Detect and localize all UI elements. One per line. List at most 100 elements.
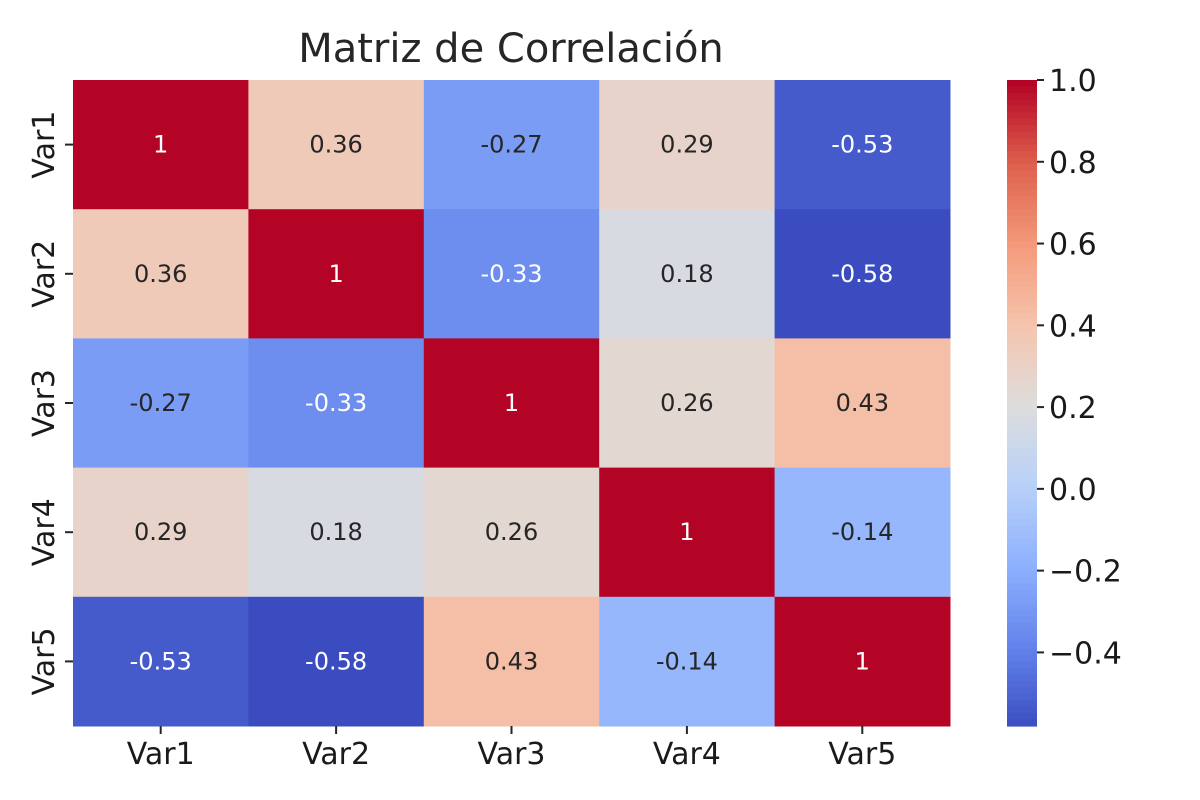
colorbar: 1.0 0.8 0.6 0.4 0.2 0.0 −0.2 −0.4 xyxy=(1007,64,1122,727)
cell-value-label: 0.26 xyxy=(660,389,713,417)
colorbar-segment xyxy=(1007,713,1037,721)
colorbar-segment xyxy=(1007,545,1037,553)
colorbar-segment xyxy=(1007,596,1037,604)
colorbar-segment xyxy=(1007,254,1037,262)
colorbar-segment xyxy=(1007,422,1037,430)
cell-value-label: 0.43 xyxy=(485,647,538,675)
y-axis: Var1 Var2 Var3 Var4 Var5 xyxy=(27,111,73,695)
colorbar-segment xyxy=(1007,706,1037,714)
heatmap-cell xyxy=(423,209,600,339)
colorbar-segment xyxy=(1007,538,1037,546)
colorbar-segment xyxy=(1007,570,1037,579)
colorbar-segment xyxy=(1007,273,1037,281)
cell-value-label: 0.18 xyxy=(309,518,362,546)
colorbar-segment xyxy=(1007,105,1037,113)
cell-value-label: 0.36 xyxy=(134,260,187,288)
colorbar-segment xyxy=(1007,590,1037,598)
colorbar-segment xyxy=(1007,648,1037,656)
colorbar-segment xyxy=(1007,228,1037,236)
colorbar-segment xyxy=(1007,661,1037,669)
cell-value-label: 0.26 xyxy=(485,518,538,546)
colorbar-tick-label: 0.8 xyxy=(1049,146,1097,181)
colorbar-segment xyxy=(1007,609,1037,617)
heatmap-cell xyxy=(774,80,951,210)
colorbar-segment xyxy=(1007,170,1037,178)
colorbar-segment xyxy=(1007,209,1037,217)
colorbar-segment xyxy=(1007,687,1037,695)
colorbar-segment xyxy=(1007,131,1037,139)
colorbar-segment xyxy=(1007,700,1037,708)
colorbar-segment xyxy=(1007,577,1037,585)
cell-value-label: 1 xyxy=(679,518,694,546)
x-tick-label: Var2 xyxy=(302,737,370,772)
colorbar-segment xyxy=(1007,428,1037,436)
colorbar-segment xyxy=(1007,241,1037,249)
cell-value-label: 1 xyxy=(153,131,168,159)
heatmap-cell xyxy=(774,467,951,598)
colorbar-segment xyxy=(1007,144,1037,152)
colorbar-segment xyxy=(1007,80,1037,88)
colorbar-segment xyxy=(1007,151,1037,159)
x-tick-label: Var4 xyxy=(653,737,721,772)
colorbar-segment xyxy=(1007,331,1037,339)
chart-title: Matriz de Correlación xyxy=(298,26,724,72)
cell-value-label: 1 xyxy=(504,389,519,417)
colorbar-segment xyxy=(1007,719,1037,727)
colorbar-segment xyxy=(1007,377,1037,385)
colorbar-segment xyxy=(1007,319,1037,327)
y-tick-label: Var1 xyxy=(27,111,62,179)
colorbar-segment xyxy=(1007,267,1037,275)
cell-value-label: 0.18 xyxy=(660,260,713,288)
colorbar-tick-label: 1.0 xyxy=(1049,64,1097,99)
colorbar-segment xyxy=(1007,512,1037,520)
colorbar-segment xyxy=(1007,189,1037,197)
heatmap-cell xyxy=(73,338,249,469)
colorbar-segment xyxy=(1007,196,1037,204)
heatmap-cell xyxy=(423,80,600,210)
colorbar-segment xyxy=(1007,92,1037,100)
colorbar-tick-label: −0.4 xyxy=(1049,636,1122,671)
heatmap-cell xyxy=(599,467,776,598)
colorbar-segment xyxy=(1007,558,1037,566)
colorbar-segment xyxy=(1007,635,1037,643)
colorbar-segment xyxy=(1007,525,1037,533)
cell-value-label: 0.36 xyxy=(309,131,362,159)
heatmap-cell xyxy=(423,338,600,469)
y-tick-label: Var3 xyxy=(27,369,62,437)
heatmap-cell xyxy=(599,209,776,339)
colorbar-segment xyxy=(1007,344,1037,352)
colorbar-segment xyxy=(1007,306,1037,314)
heatmap-cell xyxy=(599,80,776,210)
cell-value-label: -0.58 xyxy=(305,647,367,675)
colorbar-segment xyxy=(1007,299,1037,307)
colorbar-segment xyxy=(1007,112,1037,120)
colorbar-segment xyxy=(1007,448,1037,456)
colorbar-segment xyxy=(1007,215,1037,223)
cell-value-label: 1 xyxy=(328,260,343,288)
y-tick-label: Var4 xyxy=(27,498,62,566)
colorbar-segment xyxy=(1007,441,1037,449)
heatmap-cell xyxy=(73,467,249,598)
colorbar-segment xyxy=(1007,235,1037,243)
colorbar-tick-label: 0.2 xyxy=(1049,391,1097,426)
colorbar-segment xyxy=(1007,351,1037,359)
colorbar-segment xyxy=(1007,325,1037,333)
heatmap-cell xyxy=(774,596,951,727)
cell-value-label: -0.33 xyxy=(480,260,542,288)
heatmap-cell xyxy=(248,338,425,469)
colorbar-segment xyxy=(1007,622,1037,630)
colorbar-tick-label: 0.6 xyxy=(1049,228,1097,263)
colorbar-segment xyxy=(1007,293,1037,301)
colorbar-segment xyxy=(1007,693,1037,701)
heatmap-cell xyxy=(248,80,425,210)
colorbar-segment xyxy=(1007,338,1037,346)
colorbar-segment xyxy=(1007,603,1037,611)
colorbar-segment xyxy=(1007,183,1037,191)
heatmap-cell xyxy=(73,80,249,210)
colorbar-tick-label: −0.2 xyxy=(1049,555,1122,590)
y-tick-label: Var2 xyxy=(27,240,62,308)
cell-value-label: -0.14 xyxy=(831,518,893,546)
heatmap-cell xyxy=(248,467,425,598)
colorbar-segment xyxy=(1007,176,1037,184)
cell-value-label: 1 xyxy=(855,647,870,675)
